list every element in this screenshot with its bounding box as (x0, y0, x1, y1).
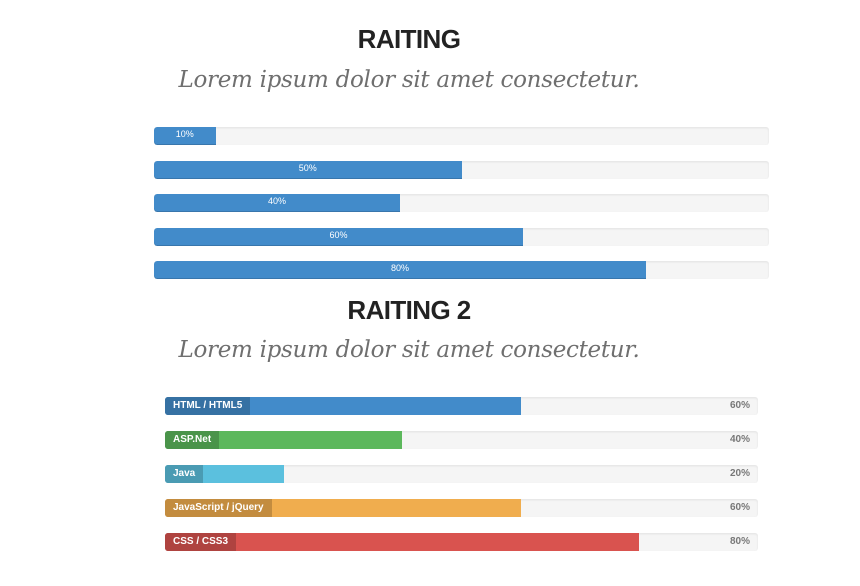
skill-bar-fill (165, 431, 403, 449)
progress-bar: 80% (154, 261, 769, 279)
skill-bar-fill (165, 397, 521, 415)
skill-bar-name: JavaScript / jQuery (165, 499, 272, 517)
skill-bar-fill (165, 533, 640, 551)
progress-bar-fill (154, 127, 216, 145)
skill-bar: CSS / CSS3 80% (165, 533, 758, 551)
skill-bar-percent: 60% (729, 400, 750, 411)
skill-bar-name: ASP.Net (165, 431, 220, 449)
progress-bar: 40% (154, 194, 769, 212)
skill-bar-name: HTML / HTML5 (165, 397, 251, 415)
skill-bar: ASP.Net 40% (165, 431, 758, 449)
progress-bar-fill (154, 194, 400, 212)
section-subtitle: Lorem ipsum dolor sit amet consectetur. (178, 337, 640, 363)
progress-bar-percent: 50% (298, 162, 317, 173)
progress-bar-fill (154, 261, 646, 279)
rating-bars-list: 10% 50% 40% 60% 80% (154, 127, 769, 295)
section-title-raiting-2: RAITING 2 (347, 295, 471, 325)
skill-bar: Java 20% (165, 465, 758, 483)
skill-bar: JavaScript / jQuery 60% (165, 499, 758, 517)
skill-bar-percent: 80% (729, 536, 750, 547)
progress-bar: 60% (154, 227, 769, 246)
progress-bar-percent: 40% (267, 196, 286, 206)
progress-bar-percent: 60% (329, 229, 348, 240)
skill-bars-list: HTML / HTML5 60% ASP.Net 40% Java 20% Ja… (165, 397, 758, 567)
progress-bar: 10% (154, 127, 769, 145)
section-title-raiting: RAITING (357, 24, 461, 54)
skill-bar-percent: 20% (729, 468, 750, 479)
progress-bar: 50% (154, 160, 769, 179)
progress-bar-fill (154, 227, 523, 246)
skill-bar-name: Java (165, 465, 204, 483)
skill-bar-percent: 40% (729, 434, 750, 445)
progress-bar-percent: 10% (175, 129, 194, 139)
progress-bar-fill (154, 160, 462, 179)
skill-bar: HTML / HTML5 60% (165, 397, 758, 415)
skill-bar-percent: 60% (729, 502, 750, 513)
progress-bar-percent: 80% (390, 263, 409, 273)
section-subtitle: Lorem ipsum dolor sit amet consectetur. (178, 67, 640, 93)
skill-bar-name: CSS / CSS3 (165, 533, 237, 551)
